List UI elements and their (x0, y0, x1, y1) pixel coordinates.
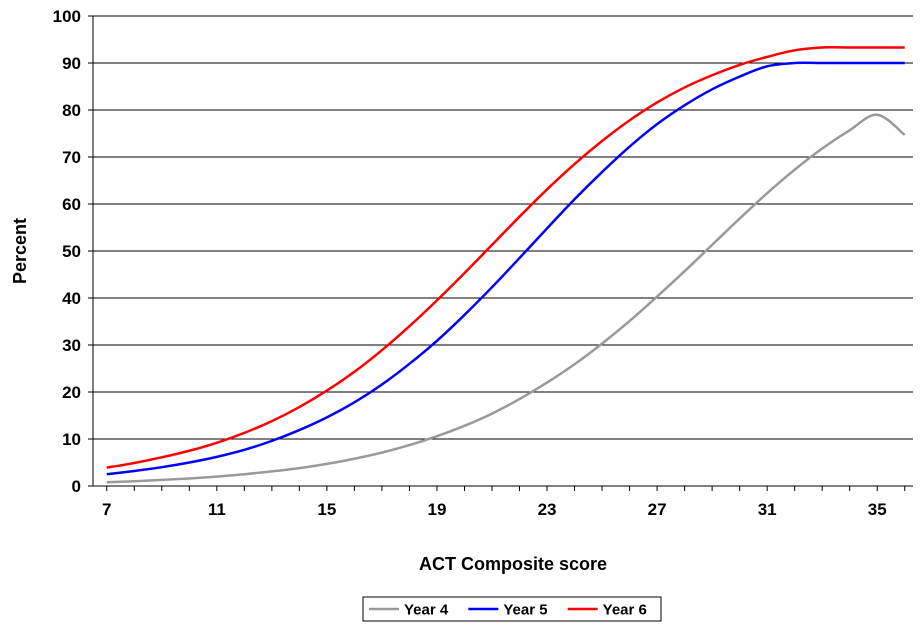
legend-label: Year 5 (503, 602, 547, 619)
y-tick-label: 10 (62, 430, 81, 449)
y-axis-title: Percent (10, 218, 30, 284)
x-axis-title: ACT Composite score (419, 554, 607, 574)
y-tick-label: 70 (62, 148, 81, 167)
y-tick-label: 40 (62, 289, 81, 308)
x-tick-label: 31 (758, 500, 777, 519)
x-tick-label: 27 (648, 500, 667, 519)
y-tick-label: 20 (62, 383, 81, 402)
x-tick-label: 11 (208, 500, 226, 519)
series-line-year-6 (106, 46, 905, 469)
legend-label: Year 6 (603, 602, 647, 619)
x-tick-label: 15 (317, 500, 336, 519)
x-tick-label: 19 (427, 500, 446, 519)
x-tick-label: 7 (102, 500, 111, 519)
legend (362, 596, 662, 622)
legend-label: Year 4 (404, 602, 449, 619)
y-tick-label: 30 (62, 336, 81, 355)
y-tick-label: 50 (62, 242, 81, 261)
x-tick-label: 23 (538, 500, 557, 519)
y-tick-label: 90 (62, 54, 81, 73)
series-line-year-4 (106, 113, 906, 484)
y-tick-label: 80 (62, 101, 81, 120)
y-tick-label: 60 (62, 195, 81, 214)
series-line-year-5 (106, 61, 905, 476)
y-tick-label: 0 (72, 477, 81, 496)
y-tick-label: 100 (53, 7, 81, 26)
x-tick-label: 35 (868, 500, 887, 519)
